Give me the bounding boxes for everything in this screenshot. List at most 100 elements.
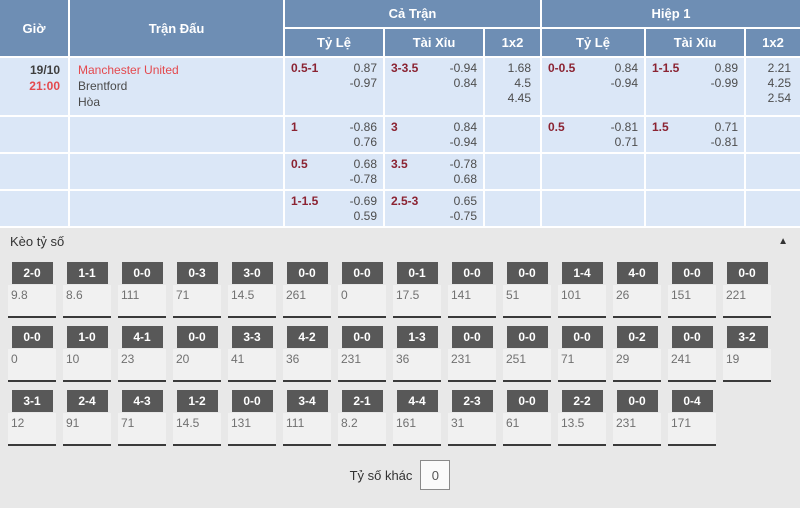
score-odds[interactable]: 91 bbox=[63, 413, 111, 446]
score-odds[interactable]: 131 bbox=[228, 413, 276, 446]
score-odds[interactable]: 31 bbox=[448, 413, 496, 446]
handicap-odds-cell[interactable]: 0.5-1 0.87 -0.97 bbox=[285, 58, 383, 115]
score-odds[interactable]: 101 bbox=[558, 285, 606, 318]
handicap-odds-cell[interactable]: 0-0.5 0.84 -0.94 bbox=[542, 58, 644, 115]
score-chip[interactable]: 2-4 91 bbox=[63, 390, 111, 446]
away-team[interactable]: Brentford bbox=[78, 79, 128, 93]
score-odds[interactable]: 36 bbox=[393, 349, 441, 382]
score-chip[interactable]: 0-0 231 bbox=[338, 326, 386, 382]
score-chip[interactable]: 0-0 0 bbox=[338, 262, 386, 318]
other-score-box[interactable]: 0 bbox=[420, 460, 451, 490]
score-odds[interactable]: 231 bbox=[613, 413, 661, 446]
score-chip[interactable]: 1-4 101 bbox=[558, 262, 606, 318]
score-chip[interactable]: 0-0 20 bbox=[173, 326, 221, 382]
score-odds[interactable]: 261 bbox=[283, 285, 331, 318]
score-odds[interactable]: 14.5 bbox=[228, 285, 276, 318]
score-odds[interactable]: 161 bbox=[393, 413, 441, 446]
score-chip[interactable]: 1-0 10 bbox=[63, 326, 111, 382]
score-odds[interactable]: 231 bbox=[338, 349, 386, 382]
score-chip[interactable]: 4-4 161 bbox=[393, 390, 441, 446]
score-chip[interactable]: 3-1 12 bbox=[8, 390, 56, 446]
score-chip[interactable]: 0-0 61 bbox=[503, 390, 551, 446]
score-chip[interactable]: 3-4 111 bbox=[283, 390, 331, 446]
odds-1x2-cell[interactable]: 2.21 4.25 2.54 bbox=[746, 58, 800, 115]
score-odds[interactable]: 8.6 bbox=[63, 285, 111, 318]
score-odds[interactable]: 14.5 bbox=[173, 413, 221, 446]
score-chip[interactable]: 0-0 221 bbox=[723, 262, 771, 318]
score-chip[interactable]: 2-2 13.5 bbox=[558, 390, 606, 446]
home-team[interactable]: Manchester United bbox=[78, 63, 179, 77]
score-chip[interactable]: 2-0 9.8 bbox=[8, 262, 56, 318]
score-chip[interactable]: 0-0 231 bbox=[613, 390, 661, 446]
score-chip[interactable]: 3-3 41 bbox=[228, 326, 276, 382]
collapse-arrow-icon[interactable]: ▲ bbox=[778, 235, 788, 247]
score-odds[interactable]: 71 bbox=[118, 413, 166, 446]
score-odds[interactable]: 171 bbox=[668, 413, 716, 446]
odds-1x2-cell[interactable]: 1.68 4.5 4.45 bbox=[485, 58, 540, 115]
score-chip[interactable]: 3-2 19 bbox=[723, 326, 771, 382]
score-chip[interactable]: 0-4 171 bbox=[668, 390, 716, 446]
score-chip[interactable]: 0-0 131 bbox=[228, 390, 276, 446]
score-odds[interactable]: 71 bbox=[558, 349, 606, 382]
handicap-odds-cell[interactable]: 1-1.5 0.89 -0.99 bbox=[646, 58, 744, 115]
handicap-odds-cell[interactable]: 1.5 0.71 -0.81 bbox=[646, 117, 744, 152]
score-odds[interactable]: 221 bbox=[723, 285, 771, 318]
score-chip[interactable]: 0-0 71 bbox=[558, 326, 606, 382]
score-odds[interactable]: 251 bbox=[503, 349, 551, 382]
score-odds[interactable]: 36 bbox=[283, 349, 331, 382]
score-odds[interactable]: 26 bbox=[613, 285, 661, 318]
handicap-odds-cell[interactable]: 3-3.5 -0.94 0.84 bbox=[385, 58, 483, 115]
score-odds[interactable]: 12 bbox=[8, 413, 56, 446]
score-odds[interactable]: 71 bbox=[173, 285, 221, 318]
score-odds[interactable]: 29 bbox=[613, 349, 661, 382]
score-odds[interactable]: 41 bbox=[228, 349, 276, 382]
handicap-odds-cell[interactable]: 3.5 -0.78 0.68 bbox=[385, 154, 483, 189]
score-chip[interactable]: 0-0 0 bbox=[8, 326, 56, 382]
score-odds[interactable]: 241 bbox=[668, 349, 716, 382]
score-chip[interactable]: 0-0 231 bbox=[448, 326, 496, 382]
handicap-odds-cell[interactable]: 3 0.84 -0.94 bbox=[385, 117, 483, 152]
score-chip[interactable]: 0-0 141 bbox=[448, 262, 496, 318]
score-chip[interactable]: 1-2 14.5 bbox=[173, 390, 221, 446]
handicap-odds-cell[interactable]: 0.5 -0.81 0.71 bbox=[542, 117, 644, 152]
score-odds[interactable]: 0 bbox=[338, 285, 386, 318]
score-odds[interactable]: 231 bbox=[448, 349, 496, 382]
score-odds[interactable]: 10 bbox=[63, 349, 111, 382]
score-chip[interactable]: 0-0 151 bbox=[668, 262, 716, 318]
score-chip[interactable]: 4-2 36 bbox=[283, 326, 331, 382]
score-odds[interactable]: 151 bbox=[668, 285, 716, 318]
score-chip[interactable]: 0-0 241 bbox=[668, 326, 716, 382]
handicap-odds-cell[interactable]: 1-1.5 -0.69 0.59 bbox=[285, 191, 383, 226]
score-odds[interactable]: 8.2 bbox=[338, 413, 386, 446]
score-chip[interactable]: 2-1 8.2 bbox=[338, 390, 386, 446]
score-chip[interactable]: 1-3 36 bbox=[393, 326, 441, 382]
score-odds[interactable]: 111 bbox=[283, 413, 331, 446]
score-chip[interactable]: 0-0 51 bbox=[503, 262, 551, 318]
score-chip[interactable]: 0-0 251 bbox=[503, 326, 551, 382]
score-odds[interactable]: 23 bbox=[118, 349, 166, 382]
score-odds[interactable]: 111 bbox=[118, 285, 166, 318]
score-chip[interactable]: 4-0 26 bbox=[613, 262, 661, 318]
handicap-odds-cell[interactable]: 0.5 0.68 -0.78 bbox=[285, 154, 383, 189]
score-odds[interactable]: 19 bbox=[723, 349, 771, 382]
score-odds[interactable]: 13.5 bbox=[558, 413, 606, 446]
score-odds[interactable]: 51 bbox=[503, 285, 551, 318]
score-chip[interactable]: 0-0 111 bbox=[118, 262, 166, 318]
score-chip[interactable]: 3-0 14.5 bbox=[228, 262, 276, 318]
score-odds[interactable]: 61 bbox=[503, 413, 551, 446]
score-odds[interactable]: 17.5 bbox=[393, 285, 441, 318]
score-odds[interactable]: 9.8 bbox=[8, 285, 56, 318]
score-chip[interactable]: 0-1 17.5 bbox=[393, 262, 441, 318]
score-chip[interactable]: 0-3 71 bbox=[173, 262, 221, 318]
score-odds[interactable]: 0 bbox=[8, 349, 56, 382]
score-chip[interactable]: 0-0 261 bbox=[283, 262, 331, 318]
score-odds[interactable]: 20 bbox=[173, 349, 221, 382]
score-chip[interactable]: 2-3 31 bbox=[448, 390, 496, 446]
handicap-odds-cell[interactable]: 2.5-3 0.65 -0.75 bbox=[385, 191, 483, 226]
score-chip[interactable]: 0-2 29 bbox=[613, 326, 661, 382]
handicap-odds-cell[interactable]: 1 -0.86 0.76 bbox=[285, 117, 383, 152]
correct-score-header[interactable]: Kèo tỷ số ▲ bbox=[0, 228, 800, 254]
score-odds[interactable]: 141 bbox=[448, 285, 496, 318]
score-chip[interactable]: 4-3 71 bbox=[118, 390, 166, 446]
score-chip[interactable]: 1-1 8.6 bbox=[63, 262, 111, 318]
